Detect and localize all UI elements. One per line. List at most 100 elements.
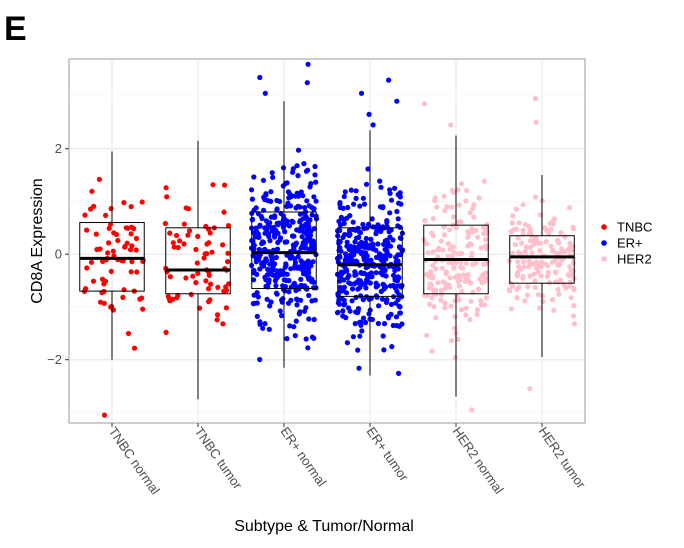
data-point (558, 277, 564, 283)
data-point (478, 298, 484, 304)
data-point (351, 246, 357, 252)
panel-letter: E (4, 10, 27, 48)
data-point (373, 270, 379, 276)
data-point (249, 196, 255, 202)
data-point (265, 198, 271, 204)
data-point (131, 345, 138, 351)
data-point (262, 225, 268, 231)
data-point (295, 147, 302, 153)
data-point (256, 254, 262, 260)
data-point (472, 227, 478, 234)
data-point (396, 244, 403, 250)
data-point (510, 250, 516, 256)
data-point (170, 240, 176, 246)
data-point (532, 284, 538, 291)
data-point (270, 263, 276, 269)
data-point (301, 205, 308, 211)
data-point (440, 247, 446, 253)
data-point (281, 277, 287, 283)
data-point (167, 230, 173, 236)
data-point (348, 187, 354, 193)
data-point (522, 298, 528, 304)
data-point (163, 329, 169, 335)
data-point (277, 272, 283, 278)
outlier-point (257, 74, 263, 81)
data-point (395, 297, 401, 303)
data-point (553, 279, 559, 285)
data-point (455, 336, 461, 342)
data-point (345, 204, 351, 211)
data-point (353, 195, 359, 201)
data-point (458, 181, 465, 187)
outlier-point (101, 412, 108, 418)
data-point (204, 251, 210, 257)
data-point (481, 178, 487, 184)
y-axis: −2 0 2 (47, 141, 69, 367)
data-point (353, 280, 359, 286)
data-point (572, 321, 578, 327)
data-point (273, 283, 279, 289)
data-point (395, 216, 401, 222)
data-point (206, 299, 212, 305)
data-point (361, 257, 367, 263)
data-point (183, 275, 189, 281)
data-point (431, 304, 437, 310)
data-point (269, 170, 275, 176)
data-point (84, 265, 90, 271)
data-point (207, 230, 213, 236)
data-point (424, 241, 430, 247)
data-point (528, 238, 534, 244)
data-point (374, 254, 380, 260)
data-point (103, 212, 109, 218)
data-point (287, 255, 293, 261)
data-point (306, 224, 312, 230)
data-point (430, 275, 436, 281)
data-point (545, 263, 551, 269)
data-point (476, 286, 482, 292)
data-point (282, 284, 288, 290)
data-point (280, 183, 286, 189)
x-tick-label: TNBC tumor (192, 424, 246, 492)
data-point (291, 280, 297, 286)
box (337, 227, 403, 297)
data-point (344, 243, 350, 249)
data-point (336, 301, 342, 307)
data-point (474, 311, 480, 317)
data-point (88, 259, 95, 265)
data-point (374, 228, 380, 234)
outlier-point (370, 122, 376, 128)
data-point (483, 270, 489, 276)
data-point (525, 284, 531, 290)
data-point (360, 195, 366, 201)
data-point (203, 278, 209, 284)
data-point (291, 324, 297, 330)
data-point (551, 307, 557, 313)
data-point (308, 263, 314, 269)
outlier-point (305, 61, 311, 67)
data-point (195, 270, 201, 276)
data-point (343, 315, 349, 321)
data-point (438, 238, 444, 244)
data-point (257, 321, 263, 327)
data-point (297, 211, 303, 217)
data-point (162, 220, 168, 227)
data-point (262, 321, 268, 327)
data-point (273, 273, 279, 279)
data-point (134, 269, 140, 275)
data-point (366, 311, 372, 317)
data-point (133, 247, 139, 253)
data-point (520, 227, 526, 233)
data-point (442, 305, 448, 311)
data-point (456, 297, 462, 303)
data-point (535, 262, 541, 268)
data-point (394, 265, 400, 272)
data-point (516, 249, 522, 255)
data-point (137, 296, 143, 302)
data-point (352, 269, 358, 275)
data-point (508, 229, 514, 235)
data-point (482, 243, 488, 249)
data-point (277, 235, 284, 241)
data-point (373, 280, 379, 286)
data-point (257, 266, 263, 272)
data-point (129, 259, 135, 265)
